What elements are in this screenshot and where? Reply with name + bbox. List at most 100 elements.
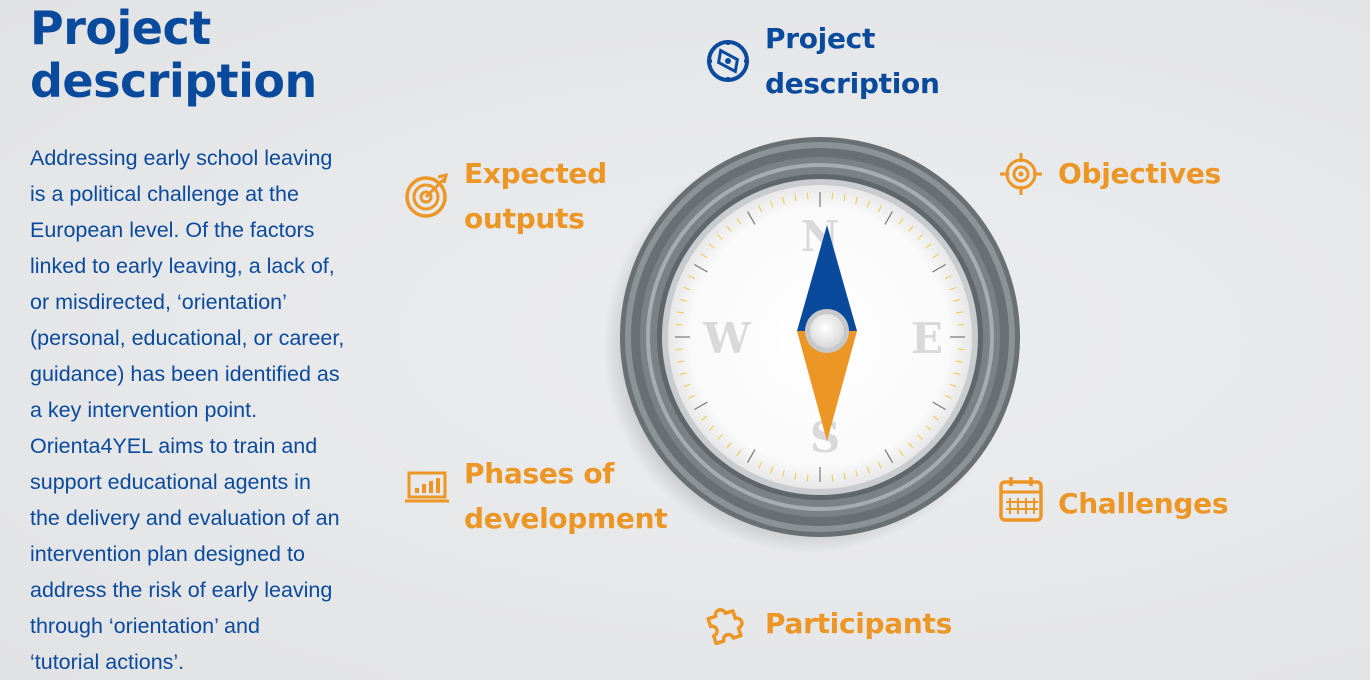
compass-tick (917, 234, 923, 240)
compass-tick (769, 466, 774, 474)
crosshair-icon (1000, 153, 1042, 195)
description-line: support educational agents in (30, 470, 311, 494)
laptop-chart-icon (405, 471, 449, 503)
compass-tick (843, 194, 846, 202)
description-line: (personal, educational, or career, (30, 326, 345, 350)
nav-objectives-label: Objectives (1058, 151, 1221, 196)
compass-tick (898, 449, 904, 457)
nav-phases-of-development[interactable]: Phases of development (404, 451, 668, 541)
compass-tick (884, 211, 894, 225)
description-line: is a political challenge at the (30, 182, 299, 206)
compass-tick (831, 192, 834, 200)
compass-tick (694, 263, 708, 273)
description-line: through ‘orientation’ and (30, 614, 260, 638)
compass-tick (806, 192, 809, 200)
nav-expected-outputs-label: Expected outputs (464, 151, 607, 241)
nav-label-line: Phases of (464, 457, 615, 490)
nav-label-line: Project (765, 22, 876, 55)
compass-tick (781, 196, 785, 204)
compass-tick (683, 286, 691, 291)
compass-tick (688, 394, 696, 399)
compass-tick (843, 472, 846, 480)
nav-label-line: outputs (464, 202, 585, 235)
compass-tick (908, 442, 914, 449)
compass-tick (944, 394, 952, 399)
nav-challenges-label: Challenges (1058, 481, 1229, 526)
puzzle-icon (706, 608, 744, 645)
compass-tick (932, 415, 940, 421)
compass-tick (884, 449, 894, 463)
compass-hub-cap (810, 314, 844, 348)
description-line: a key intervention point. (30, 398, 258, 422)
compass-tick (831, 474, 834, 482)
nav-expected-outputs[interactable]: Expected outputs (404, 151, 607, 241)
page-title-line-1: Project (30, 1, 211, 55)
compass-tick (877, 205, 882, 213)
compass-rim-ring (625, 142, 1015, 532)
nav-participants[interactable]: Participants (705, 601, 952, 646)
compass-tick (683, 383, 691, 388)
compass-tick (726, 442, 732, 449)
nav-project-description[interactable]: Project description (705, 16, 940, 106)
nav-label-line: description (765, 67, 940, 100)
compass-tick (949, 383, 957, 388)
description-line: Addressing early school leaving (30, 146, 333, 170)
description-line: address the risk of early leaving (30, 578, 333, 602)
compass-tick (758, 205, 763, 213)
compass-tick (708, 243, 715, 249)
page-title-line-2: description (30, 54, 317, 108)
compass-tick (679, 298, 687, 302)
nav-phases-of-development-label: Phases of development (464, 451, 668, 541)
compass-tick (758, 461, 763, 469)
compass-tick (949, 286, 957, 291)
compass-tick (932, 253, 940, 259)
description-line: intervention plan designed to (30, 542, 305, 566)
compass-tick (898, 217, 904, 225)
compass-west-letter: W (702, 314, 751, 363)
compass-tick (957, 348, 965, 351)
compass-tick (700, 253, 708, 259)
nav-label-line: Challenges (1058, 487, 1229, 520)
compass-tick (679, 372, 687, 376)
nav-label-line: Participants (765, 607, 952, 640)
compass-tick (877, 461, 882, 469)
compass-tick (794, 472, 797, 480)
compass-tick (717, 234, 723, 240)
compass-ticks (675, 192, 965, 482)
description-line: Orienta4YEL aims to train and (30, 434, 318, 458)
description-line: European level. Of the factors (30, 218, 315, 242)
compass-tick (736, 217, 742, 225)
compass-tick (769, 200, 774, 208)
nav-objectives[interactable]: Objectives (998, 151, 1221, 197)
page-title: Project description (30, 2, 317, 108)
nav-project-description-label: Project description (765, 16, 940, 106)
compass-tick (917, 434, 923, 440)
compass-tick (726, 225, 732, 232)
nav-challenges[interactable]: Challenges (998, 477, 1229, 526)
compass-tick (736, 449, 742, 457)
compass-tick (932, 263, 946, 273)
compass-graphic: N S W E (605, 137, 1020, 553)
compass-tick (700, 415, 708, 421)
compass-tick (677, 360, 685, 363)
description-line: the delivery and evaluation of an (30, 506, 340, 530)
compass-tick (675, 348, 683, 351)
description-line: ‘tutorial actions’. (30, 650, 185, 674)
nav-label-line: Objectives (1058, 157, 1221, 190)
compass-tick (866, 200, 871, 208)
compass-tick (794, 194, 797, 202)
compass-rim-ring (646, 163, 994, 511)
calendar-icon (999, 477, 1043, 522)
compass-tick (677, 311, 685, 314)
description-line: linked to early leaving, a lack of, (30, 254, 335, 278)
compass-tick (746, 449, 756, 463)
compass-tick (957, 323, 965, 326)
compass-tick (925, 425, 932, 431)
compass-needle-south (797, 331, 857, 441)
compass-tick (746, 211, 756, 225)
compass-tick (675, 323, 683, 326)
compass-tick (855, 470, 859, 478)
nav-participants-label: Participants (765, 601, 952, 646)
compass-tick (955, 360, 963, 363)
compass-tick (908, 225, 914, 232)
